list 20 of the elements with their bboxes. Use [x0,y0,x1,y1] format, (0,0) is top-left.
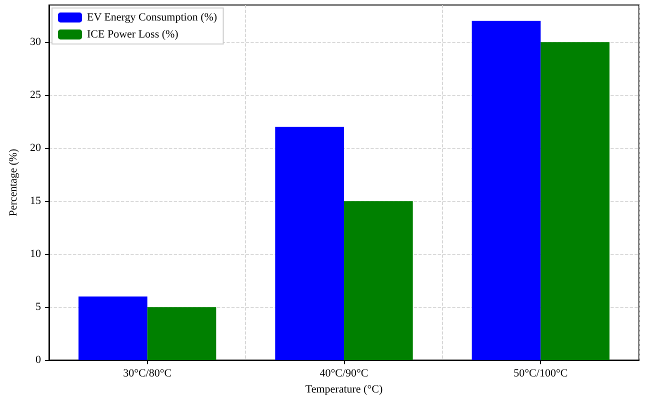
y-tick-label: 25 [30,89,42,102]
bar [472,20,541,360]
y-tick-label: 30 [30,36,42,48]
x-axis-title: Temperature (°C) [305,384,383,396]
bar [78,296,148,360]
y-tick-label: 15 [30,195,42,208]
x-tick-label: 30°C/80°C [123,368,172,380]
y-tick-label: 10 [30,248,42,260]
legend-label: ICE Power Loss (%) [87,28,179,40]
x-tick-label: 50°C/100°C [514,368,568,380]
y-tick-label: 5 [36,301,42,314]
x-tick-label: 40°C/90°C [320,368,368,380]
y-tick-label: 0 [36,354,42,366]
bar [540,42,610,360]
y-axis-title: Percentage (%) [8,148,20,216]
bar [147,307,216,360]
legend-label: EV Energy Consumption (%) [87,12,218,24]
bar [344,201,413,360]
y-tick-label: 20 [30,142,42,154]
bar [275,126,344,360]
